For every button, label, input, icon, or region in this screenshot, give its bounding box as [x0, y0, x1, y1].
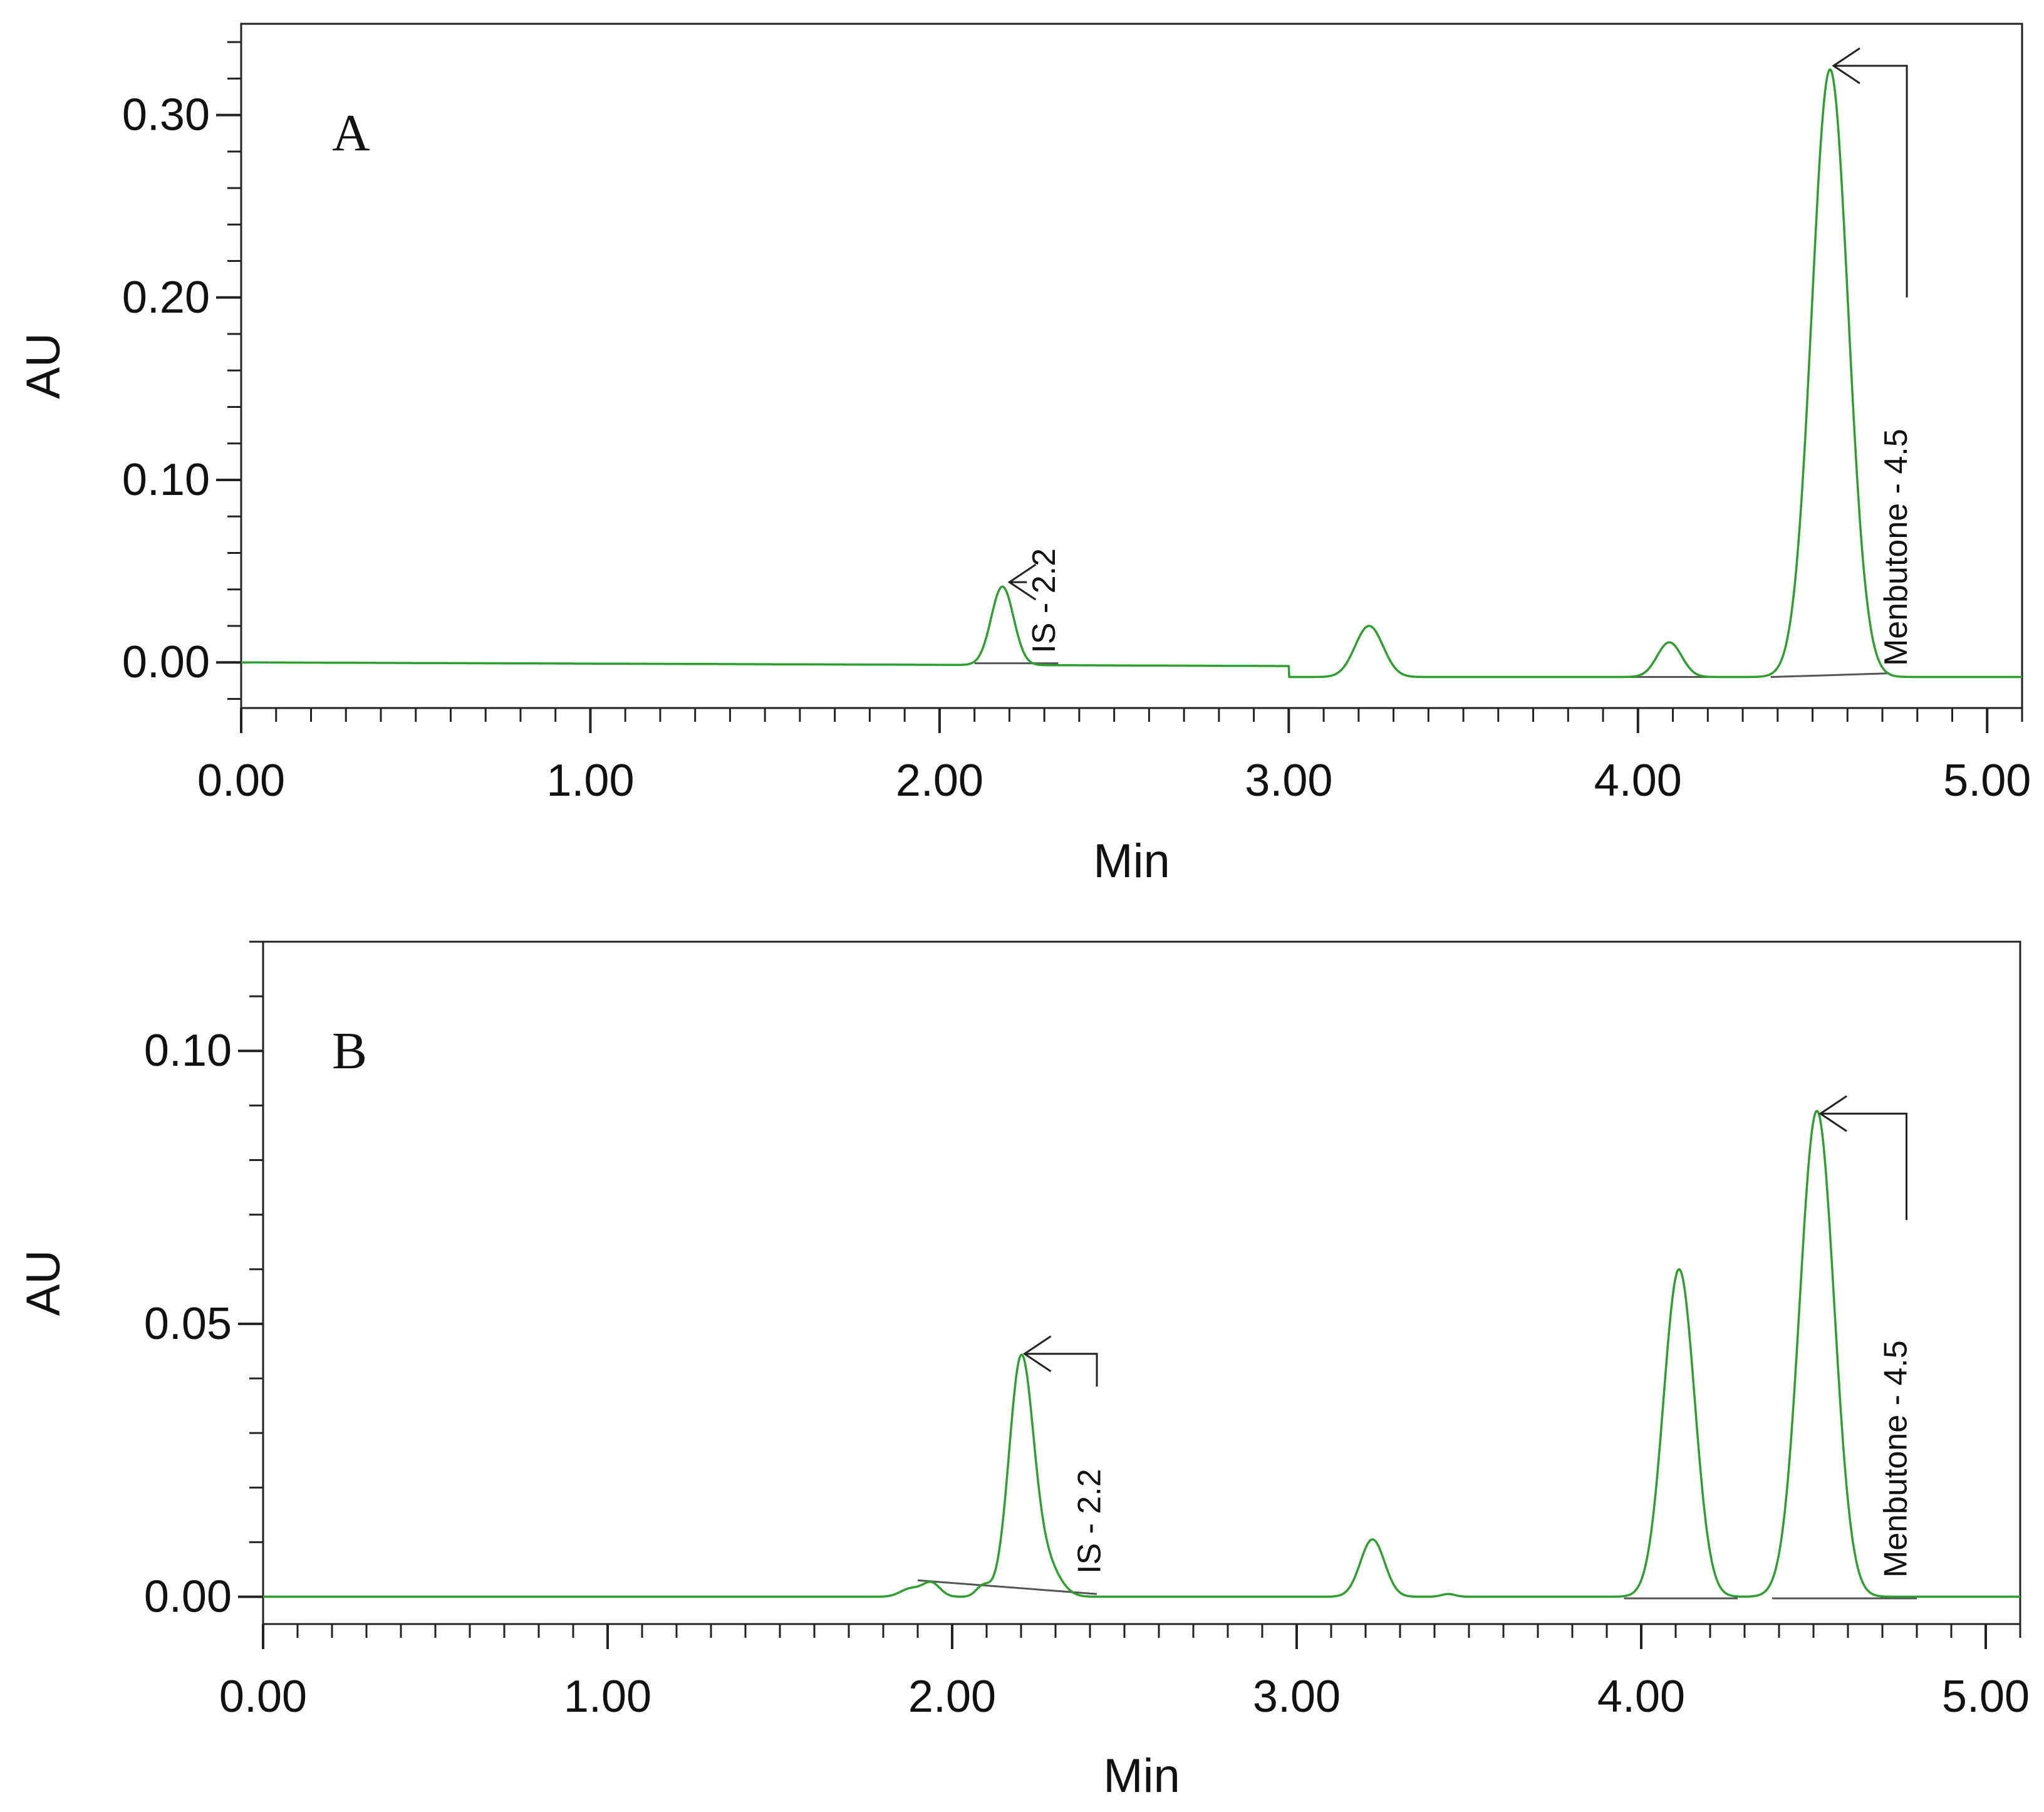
y-axis-title: AU	[17, 1250, 70, 1316]
y-axis-title: AU	[17, 333, 70, 399]
y-tick-label: 0.00	[122, 637, 210, 687]
chart-panel-b: 0.00 1.00 2.00 3.00 4.00 5.00 0.00 0.05 0.10 Min A…	[17, 940, 2030, 1803]
integration-baseline	[917, 1579, 1097, 1595]
annotation-leader-line	[1833, 65, 1908, 298]
integration-baseline	[1770, 672, 1890, 678]
x-tick-label: 5.00	[1943, 756, 2031, 806]
peak-annotation-label: Menbutone - 4.5	[1878, 1340, 1914, 1578]
x-tick-label: 2.00	[908, 1672, 996, 1722]
x-tick-label: 0.00	[219, 1672, 307, 1722]
annotation-leader-line	[1024, 1353, 1098, 1387]
annotation-leader-line	[1820, 1112, 1907, 1221]
plot-frame	[240, 23, 2023, 709]
x-tick-label: 4.00	[1594, 756, 1682, 806]
chromatogram-trace	[262, 1110, 2021, 1598]
y-tick-label: 0.30	[122, 90, 210, 140]
chromatogram-trace	[241, 68, 2023, 679]
panel-letter: A	[332, 104, 370, 162]
annotation-arrowhead	[1832, 47, 1860, 85]
plot-frame	[262, 940, 2021, 1625]
x-axis-title: Min	[1103, 1749, 1180, 1803]
x-tick-label: 3.00	[1253, 1672, 1341, 1722]
peak-annotation-label: IS - 2.2	[1072, 1469, 1108, 1574]
x-tick-label: 0.00	[197, 756, 285, 806]
annotation-arrowhead	[1818, 1095, 1847, 1132]
annotation-arrowhead	[1022, 1335, 1052, 1373]
x-tick-label: 1.00	[564, 1672, 651, 1722]
x-tick-label: 1.00	[546, 756, 634, 806]
peak-annotation-label: Menbutone - 4.5	[1878, 429, 1914, 666]
annotation-arrowhead	[1007, 563, 1037, 601]
y-tick-label: 0.00	[144, 1571, 232, 1622]
x-tick-label: 3.00	[1245, 756, 1332, 806]
peak-annotation-label: IS - 2.2	[1026, 548, 1062, 653]
y-tick-label: 0.10	[144, 1026, 232, 1076]
y-tick-label: 0.20	[122, 273, 210, 323]
x-tick-label: 4.00	[1597, 1672, 1685, 1722]
panel-letter: B	[332, 1022, 367, 1080]
x-axis-title: Min	[1093, 835, 1170, 888]
x-tick-label: 5.00	[1942, 1672, 2030, 1722]
x-tick-label: 2.00	[896, 756, 983, 806]
chart-panel-a: 0.00 1.00 2.00 3.00 4.00 5.00 0.00 0.10 0.20 0.30…	[17, 23, 2031, 888]
y-tick-label: 0.05	[144, 1299, 232, 1349]
y-tick-label: 0.10	[122, 455, 210, 505]
